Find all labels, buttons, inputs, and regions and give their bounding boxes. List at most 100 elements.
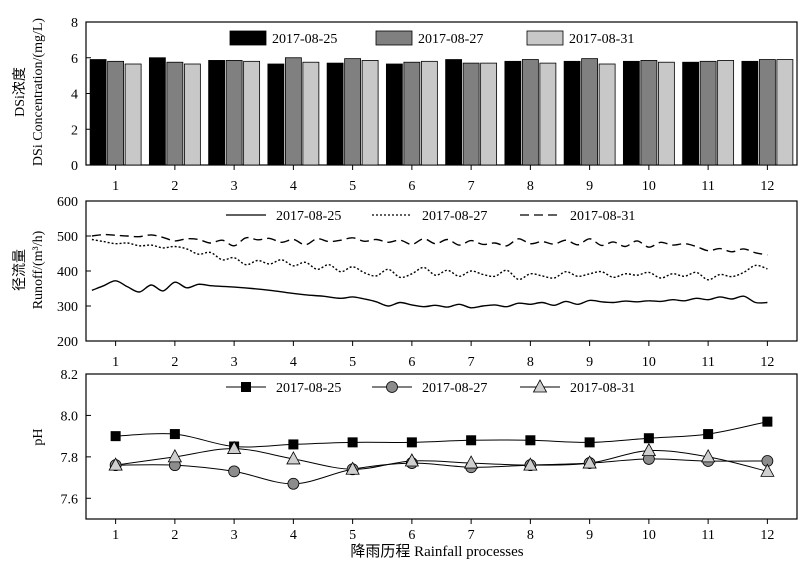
ph-ytick-label: 8.0 [61, 409, 79, 424]
ph-xtick-label: 9 [586, 528, 593, 543]
ph-point-2017-08-25 [703, 429, 714, 440]
dsi-legend-label: 2017-08-27 [418, 32, 483, 47]
dsi-bar-2017-08-27 [699, 60, 717, 166]
dsi-xtick-label: 6 [408, 179, 415, 194]
dsi-bar-2017-08-25 [89, 59, 107, 166]
ph-line-2017-08-25 [115, 421, 768, 448]
dsi-xtick-label: 1 [112, 179, 119, 194]
ph-xtick-label: 8 [527, 528, 534, 543]
dsi-bar-2017-08-27 [521, 59, 539, 166]
dsi-ytick-label: 2 [71, 123, 78, 138]
dsi-legend-swatch [229, 30, 267, 46]
dsi-bar-2017-08-27 [758, 59, 776, 166]
dsi-bar-2017-08-25 [385, 63, 403, 166]
runoff-ytick-label: 500 [57, 230, 78, 245]
dsi-bar-2017-08-31 [183, 63, 201, 166]
dsi-xtick-label: 5 [349, 179, 356, 194]
ph-point-2017-08-31 [582, 455, 597, 469]
runoff-legend-label: 2017-08-27 [422, 209, 487, 224]
dsi-legend-label: 2017-08-31 [569, 32, 634, 47]
runoff-line-2017-08-31 [91, 233, 768, 256]
dsi-bar-2017-08-25 [563, 60, 581, 166]
ph-legend-marker [386, 381, 398, 393]
dsi-bar-2017-08-31 [302, 61, 320, 166]
runoff-xtick-label: 2 [171, 355, 178, 370]
dsi-bar-2017-08-25 [148, 57, 166, 166]
ph-point-2017-08-31 [108, 457, 123, 471]
dsi-bar-2017-08-25 [267, 63, 285, 166]
dsi-bar-2017-08-27 [640, 60, 658, 166]
dsi-bar-2017-08-25 [208, 60, 226, 166]
ph-point-2017-08-31 [641, 442, 657, 457]
ph-ytick-label: 8.2 [61, 368, 79, 383]
ph-xtick-label: 6 [408, 528, 415, 543]
ph-point-2017-08-25 [169, 429, 180, 440]
ph-xtick-label: 7 [468, 528, 475, 543]
ph-point-2017-08-31 [523, 457, 538, 471]
dsi-ytick-label: 6 [71, 52, 78, 67]
dsi-xtick-label: 3 [231, 179, 238, 194]
dsi-ytick-label: 4 [71, 88, 78, 103]
ph-point-2017-08-31 [404, 453, 420, 467]
dsi-bar-2017-08-25 [682, 61, 700, 166]
runoff-ytick-label: 600 [57, 195, 78, 210]
ph-legend-marker [241, 382, 251, 392]
ph-point-2017-08-31 [760, 463, 775, 477]
runoff-line-2017-08-27 [91, 238, 768, 281]
ph-xtick-label: 3 [231, 528, 238, 543]
ph-xtick-label: 10 [642, 528, 656, 543]
ph-point-2017-08-31 [286, 451, 301, 465]
ph-legend-label: 2017-08-25 [276, 381, 341, 396]
dsi-ylabel-cn: DSi浓度 [12, 67, 28, 117]
runoff-xtick-label: 11 [701, 355, 714, 370]
ph-point-2017-08-31 [700, 449, 716, 463]
ph-point-2017-08-25 [347, 437, 358, 448]
ph-point-2017-08-31 [463, 455, 479, 469]
ph-point-2017-08-31 [345, 461, 360, 475]
dsi-bar-2017-08-31 [420, 60, 438, 166]
dsi-ytick-label: 8 [71, 16, 78, 31]
dsi-bar-2017-08-27 [462, 62, 480, 166]
dsi-xtick-label: 7 [468, 179, 475, 194]
dsi-xtick-label: 4 [290, 179, 297, 194]
dsi-xtick-label: 12 [760, 179, 774, 194]
dsi-bar-2017-08-25 [504, 60, 522, 166]
ph-legend-marker [532, 379, 548, 393]
dsi-legend-label: 2017-08-25 [272, 32, 337, 47]
runoff-xtick-label: 6 [408, 355, 415, 370]
runoff-line-2017-08-25 [91, 280, 768, 309]
dsi-xtick-label: 2 [171, 179, 178, 194]
runoff-legend-label: 2017-08-25 [276, 209, 341, 224]
dsi-xtick-label: 10 [642, 179, 656, 194]
runoff-xtick-label: 3 [231, 355, 238, 370]
ph-ytick-label: 7.8 [61, 451, 79, 466]
dsi-xtick-label: 9 [586, 179, 593, 194]
dsi-bar-2017-08-31 [480, 62, 498, 166]
runoff-xtick-label: 9 [586, 355, 593, 370]
dsi-xtick-label: 11 [701, 179, 714, 194]
x-axis-label: 降雨历程 Rainfall processes [350, 543, 523, 560]
dsi-legend-swatch [526, 30, 564, 46]
ph-plot-frame [85, 373, 798, 520]
dsi-bar-2017-08-27 [581, 58, 599, 166]
dsi-bar-2017-08-31 [657, 61, 675, 166]
dsi-legend-swatch [375, 30, 413, 46]
dsi-bar-2017-08-31 [717, 60, 735, 166]
ph-line-2017-08-27 [115, 458, 768, 485]
runoff-xtick-label: 10 [642, 355, 656, 370]
dsi-bar-2017-08-31 [539, 62, 557, 166]
runoff-ytick-label: 400 [57, 265, 78, 280]
runoff-legend-label: 2017-08-31 [570, 209, 635, 224]
dsi-bar-2017-08-31 [124, 63, 142, 166]
ph-point-2017-08-25 [466, 435, 477, 446]
ph-ytick-label: 7.6 [61, 492, 79, 507]
runoff-xtick-label: 12 [760, 355, 774, 370]
dsi-bar-2017-08-25 [741, 60, 759, 166]
dsi-bar-2017-08-27 [166, 61, 184, 166]
ph-xtick-label: 4 [290, 528, 297, 543]
ph-xtick-label: 12 [760, 528, 774, 543]
dsi-bar-2017-08-27 [344, 58, 362, 166]
ph-point-2017-08-25 [525, 435, 536, 446]
